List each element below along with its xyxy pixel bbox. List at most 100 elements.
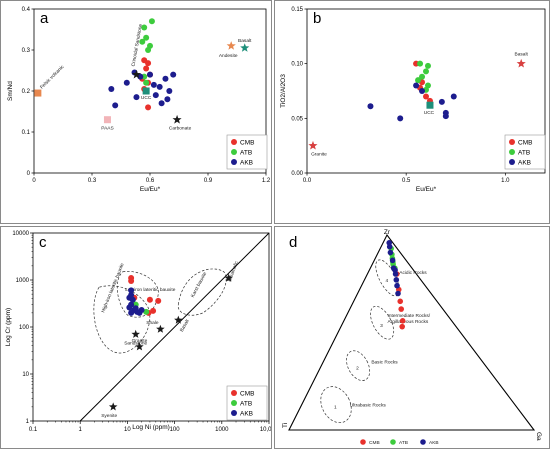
x-axis-label: Log Ni (ppm) — [132, 424, 170, 431]
legend-marker-akb — [509, 159, 515, 165]
panel-label: d — [289, 234, 297, 251]
panel-c: 0.1 1 10 100 1000 10,000 1 10 100 1000 10000 Log Ni… — [0, 226, 272, 449]
ref-marker-sandstone — [131, 329, 140, 338]
field-karst-bauxite — [177, 268, 227, 316]
legend-marker-akb — [420, 439, 426, 445]
legend-marker-atb — [509, 149, 515, 155]
y-axis-label: Sm/Nd — [7, 81, 14, 101]
ref-label-sandstone: Sandstone — [124, 340, 147, 346]
ref-marker-ultramafic — [224, 273, 233, 282]
point-akb — [150, 81, 157, 88]
legend-marker-cmb — [231, 390, 237, 396]
point-atb — [145, 47, 152, 53]
point-atb — [143, 79, 150, 86]
chart-c: 0.1 1 10 100 1000 10,000 1 10 100 1000 10000 Log Ni… — [5, 231, 271, 433]
y-tick-label: 0.2 — [22, 89, 31, 95]
ref-label-basalt: Basalt — [238, 38, 252, 44]
point-atb — [148, 18, 155, 25]
ref-marker-ucc — [142, 87, 150, 95]
point-akb — [158, 100, 165, 107]
point-atb — [417, 60, 424, 67]
x-tick-label: 1 — [79, 427, 83, 433]
legend-marker-atb — [390, 439, 396, 445]
point-akb — [164, 96, 171, 103]
point-akb — [394, 282, 400, 289]
y-tick-label: 0.00 — [291, 171, 303, 177]
field-ultrabasic-rocks — [320, 386, 352, 424]
ref-label-granite: Granite — [311, 152, 327, 158]
point-cmb — [150, 307, 157, 314]
legend-label-akb: AKB — [429, 440, 439, 446]
legend-label-akb: AKB — [240, 160, 253, 167]
legend-label-atb: ATB — [518, 150, 530, 157]
x-axis-label: Eu/Eu* — [140, 186, 161, 193]
panel-label: c — [39, 234, 47, 251]
point-akb — [126, 304, 133, 311]
apex-label-ti: Ti — [282, 423, 289, 428]
x-tick-label: 0 — [32, 178, 36, 184]
ref-label-felsic-volcanic: Felsic volcanic — [39, 64, 66, 91]
x-tick-label: 0.1 — [29, 427, 38, 433]
field-label-high-iron-lateritic-bauxite: High-iron lateritic bauxite — [100, 262, 125, 314]
point-akb — [386, 240, 393, 246]
point-akb — [128, 309, 135, 316]
point-cmb — [145, 60, 152, 67]
ref-label-andesite: Andesite — [219, 53, 238, 59]
point-akb — [133, 94, 140, 101]
point-atb — [143, 34, 150, 41]
x-tick-label: 1.2 — [262, 178, 271, 184]
legend-marker-atb — [231, 149, 237, 155]
legend-marker-akb — [231, 410, 237, 416]
legend-marker-atb — [231, 400, 237, 406]
x-tick-label: 0.6 — [146, 178, 155, 184]
panel-label: a — [40, 10, 49, 27]
point-akb — [419, 88, 426, 94]
point-akb — [393, 277, 400, 283]
point-akb — [162, 75, 169, 82]
chart-b: 0.0 0.5 1.0 0.00 0.05 0.10 0.15 Eu/Eu* TiO2/Al2O… — [280, 7, 546, 193]
x-tick-label: 0.0 — [303, 178, 312, 184]
y-axis-label: TiO2/Al2O3 — [280, 74, 287, 108]
point-akb — [128, 287, 135, 294]
x-tick-label: 100 — [170, 427, 181, 433]
point-cmb — [423, 93, 429, 100]
point-atb — [415, 77, 422, 84]
point-akb — [413, 82, 420, 89]
point-akb — [170, 71, 177, 78]
ref-marker-ucc — [426, 101, 434, 109]
ref-label-ucc: UCC — [141, 95, 152, 101]
legend-label-cmb: CMB — [518, 140, 532, 147]
point-akb — [152, 92, 159, 99]
point-akb — [132, 305, 139, 312]
field-intermediate-rocks-argillaceous-rocks — [370, 305, 395, 340]
legend-marker-cmb — [509, 139, 515, 145]
field-number-3: 3 — [380, 323, 383, 329]
ref-label-granite: Granite — [132, 338, 148, 344]
panel-b: 0.0 0.5 1.0 0.00 0.05 0.10 0.15 Eu/Eu* TiO2/Al2O… — [274, 0, 550, 224]
legend-label-cmb: CMB — [369, 440, 380, 446]
legend-label-akb: AKB — [518, 160, 531, 167]
ternary-frame — [288, 233, 536, 431]
legend-label-atb: ATB — [399, 440, 408, 446]
y-tick-label: 0.1 — [22, 130, 31, 136]
point-atb — [143, 308, 150, 315]
ref-label-syenite: Syenite — [101, 413, 117, 419]
legend-label-cmb: CMB — [240, 140, 254, 147]
ref-label-basalt: Basalt — [515, 52, 529, 58]
point-akb — [112, 102, 119, 109]
point-akb — [129, 296, 136, 303]
point-atb — [139, 38, 146, 45]
ref-label-ultramafic: Ultramafic — [227, 260, 240, 283]
ref-marker-shale — [156, 324, 165, 333]
field-label-karst-bauxite: Karst bauxite — [190, 271, 209, 299]
panel-a: 0 0.3 0.6 0.9 1.2 0 0.1 0.2 0.3 0.4 Eu/Eu* Sm/Nd a Fe… — [0, 0, 272, 224]
apex-label-ga: Ga — [535, 432, 542, 441]
y-tick-label: 10000 — [12, 231, 29, 237]
ref-label-shale: Shale — [146, 320, 159, 326]
x-tick-label: 10 — [124, 427, 131, 433]
y-tick-label: 0.4 — [22, 7, 31, 13]
ref-marker-crinoidal-sandstone — [131, 69, 141, 79]
field-number-2: 2 — [356, 366, 359, 372]
ref-marker-basalt — [516, 58, 526, 68]
